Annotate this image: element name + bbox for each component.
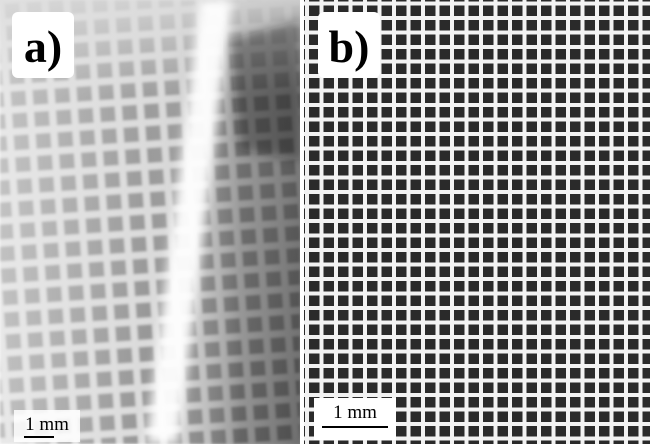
panel-b-scale: 1 mm [314,398,396,440]
panel-label: a) [24,21,62,72]
scale-text: 1 mm [333,402,377,423]
panel-b-label: b) [318,12,380,78]
panel-label: b) [329,21,370,72]
scale-text: 1 mm [25,414,69,435]
panel-a-label: a) [12,12,74,78]
divider [300,0,304,444]
panel-a-scale: 1 mm [14,410,80,442]
page: a) b) 1 mm 1 mm (() => { const data = JS… [0,0,650,444]
figure: a) b) 1 mm 1 mm [0,0,650,444]
